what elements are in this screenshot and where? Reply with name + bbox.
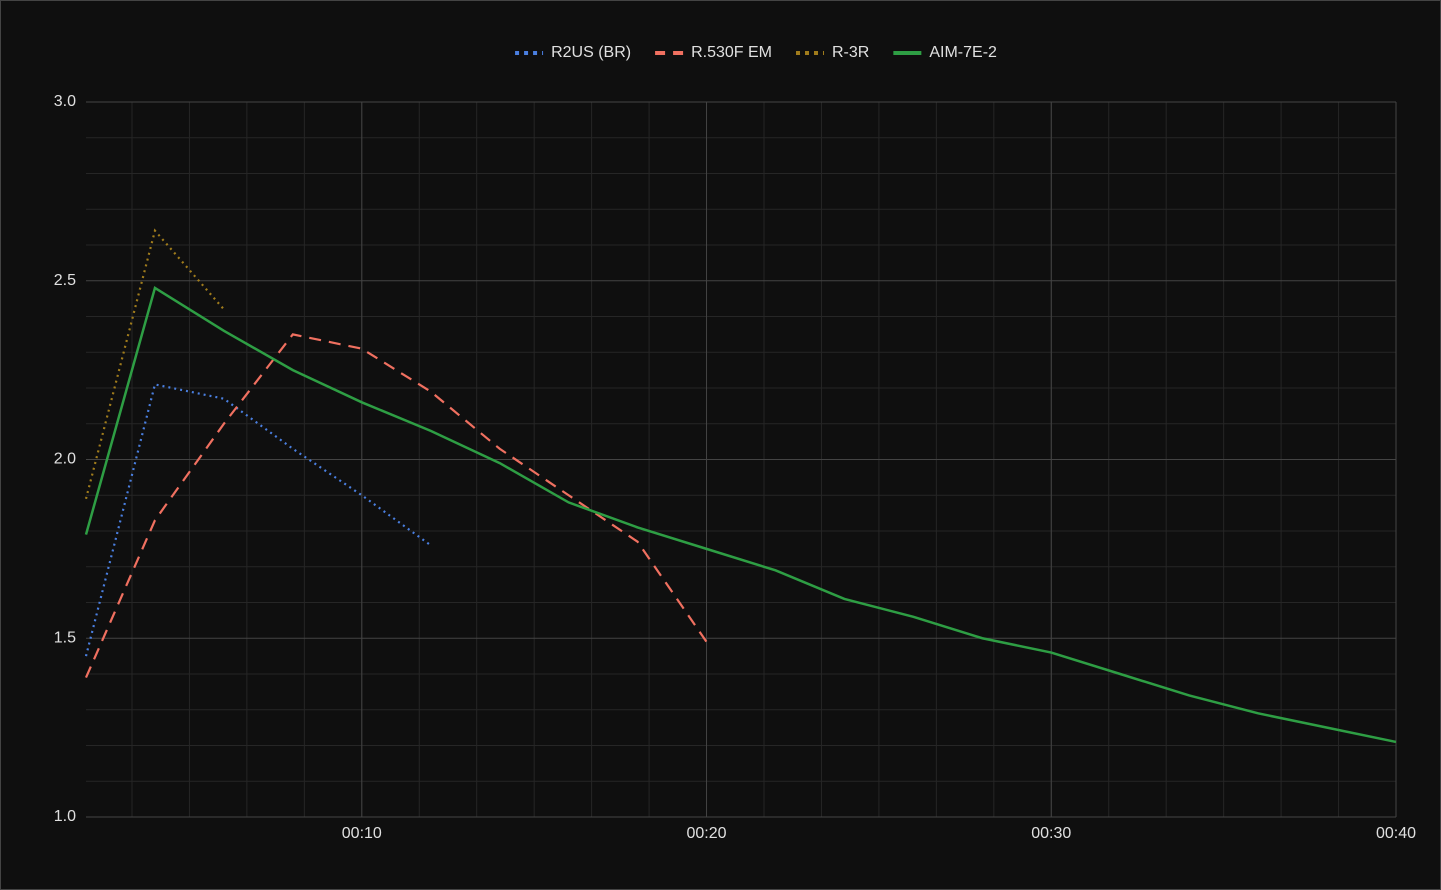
- y-tick-label: 1.0: [54, 808, 76, 825]
- legend-label: R.530F EM: [691, 44, 772, 61]
- y-tick-label: 1.5: [54, 629, 76, 646]
- y-tick-label: 3.0: [54, 93, 76, 110]
- x-tick-label: 00:30: [1031, 825, 1071, 842]
- x-tick-label: 00:40: [1376, 825, 1416, 842]
- legend-label: AIM-7E-2: [929, 44, 997, 61]
- legend-label: R-3R: [832, 44, 869, 61]
- series-line: [84, 333, 708, 679]
- x-tick-label: 00:10: [342, 825, 382, 842]
- series-line: [84, 228, 225, 500]
- y-tick-label: 2.5: [54, 272, 76, 289]
- x-tick-label: 00:20: [687, 825, 727, 842]
- series-line: [84, 285, 1397, 744]
- legend-label: R2US (BR): [551, 44, 631, 61]
- y-tick-label: 2.0: [54, 451, 76, 468]
